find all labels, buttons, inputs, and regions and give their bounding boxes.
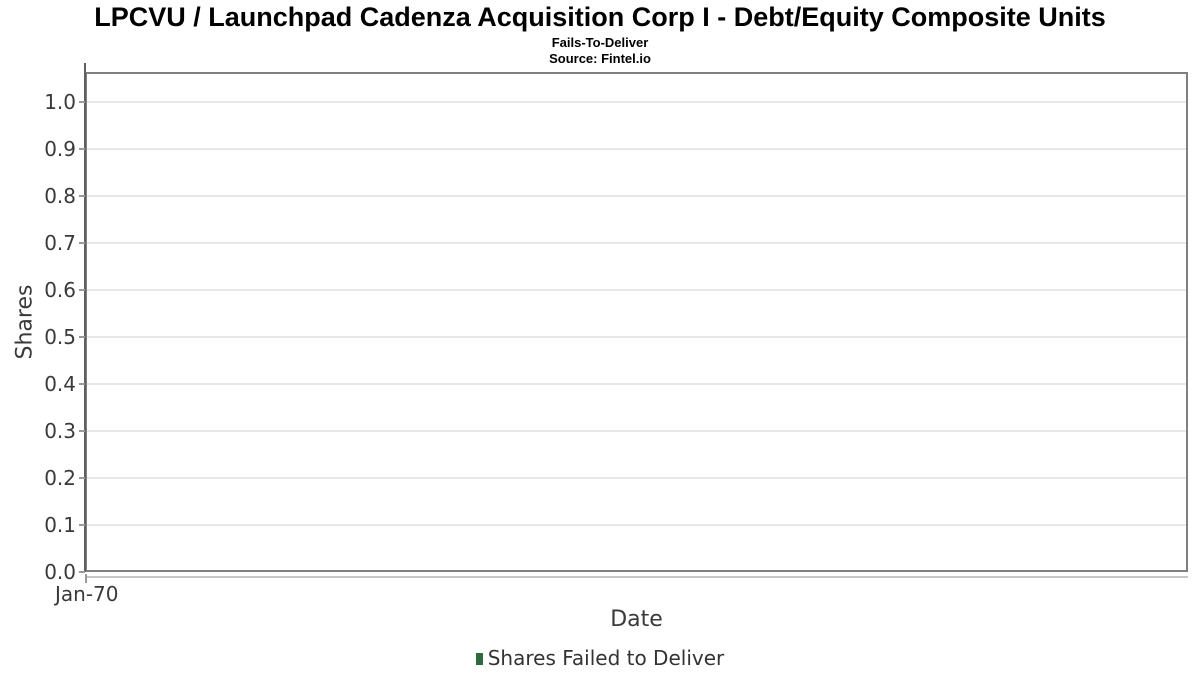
gridline	[87, 523, 1186, 526]
y-tick-mark	[79, 147, 85, 150]
chart-title: LPCVU / Launchpad Cadenza Acquisition Co…	[94, 2, 1106, 32]
gridline	[87, 429, 1186, 432]
y-tick-mark	[79, 476, 85, 479]
y-tick-label: 1.0	[44, 89, 76, 114]
y-tick-label: 0.6	[44, 277, 76, 302]
x-tick-label: Jan-70	[55, 582, 119, 606]
legend-label: Shares Failed to Deliver	[487, 646, 725, 670]
gridline	[87, 241, 1186, 244]
y-tick-label: 0.2	[44, 465, 76, 490]
legend-marker-swatch	[475, 652, 483, 665]
x-tick-mark	[85, 574, 87, 583]
gridline	[87, 100, 1186, 103]
y-tick-mark	[79, 523, 85, 526]
y-tick-mark	[79, 194, 85, 197]
gridline	[87, 288, 1186, 291]
y-tick-label: 0.3	[44, 418, 76, 443]
y-tick-label: 0.4	[44, 371, 76, 396]
y-tick-mark	[79, 570, 85, 573]
gridline	[87, 382, 1186, 385]
x-axis-label: Date	[610, 607, 663, 632]
y-tick-mark	[79, 382, 85, 385]
plot-area	[85, 72, 1188, 572]
legend: Shares Failed to Deliver	[0, 646, 1200, 670]
y-tick-mark	[79, 429, 85, 432]
y-tick-label: 0.1	[44, 512, 76, 537]
y-tick-label: 0.5	[44, 324, 76, 349]
y-tick-label: 0.8	[44, 183, 76, 208]
y-tick-label: 0.7	[44, 230, 76, 255]
y-tick-mark	[79, 288, 85, 291]
y-tick-mark	[79, 100, 85, 103]
gridline	[87, 476, 1186, 479]
y-tick-label: 0.0	[44, 559, 76, 584]
y-axis-line	[84, 63, 86, 572]
chart-subtitle: Fails-To-Deliver	[551, 35, 649, 50]
y-axis-label: Shares	[12, 284, 38, 360]
gridline	[87, 147, 1186, 150]
y-tick-mark	[79, 335, 85, 338]
chart-source: Source: Fintel.io	[549, 51, 651, 66]
x-axis-line	[85, 576, 1188, 578]
y-tick-mark	[79, 241, 85, 244]
gridline	[87, 335, 1186, 338]
gridline	[87, 194, 1186, 197]
y-tick-label: 0.9	[44, 136, 76, 161]
